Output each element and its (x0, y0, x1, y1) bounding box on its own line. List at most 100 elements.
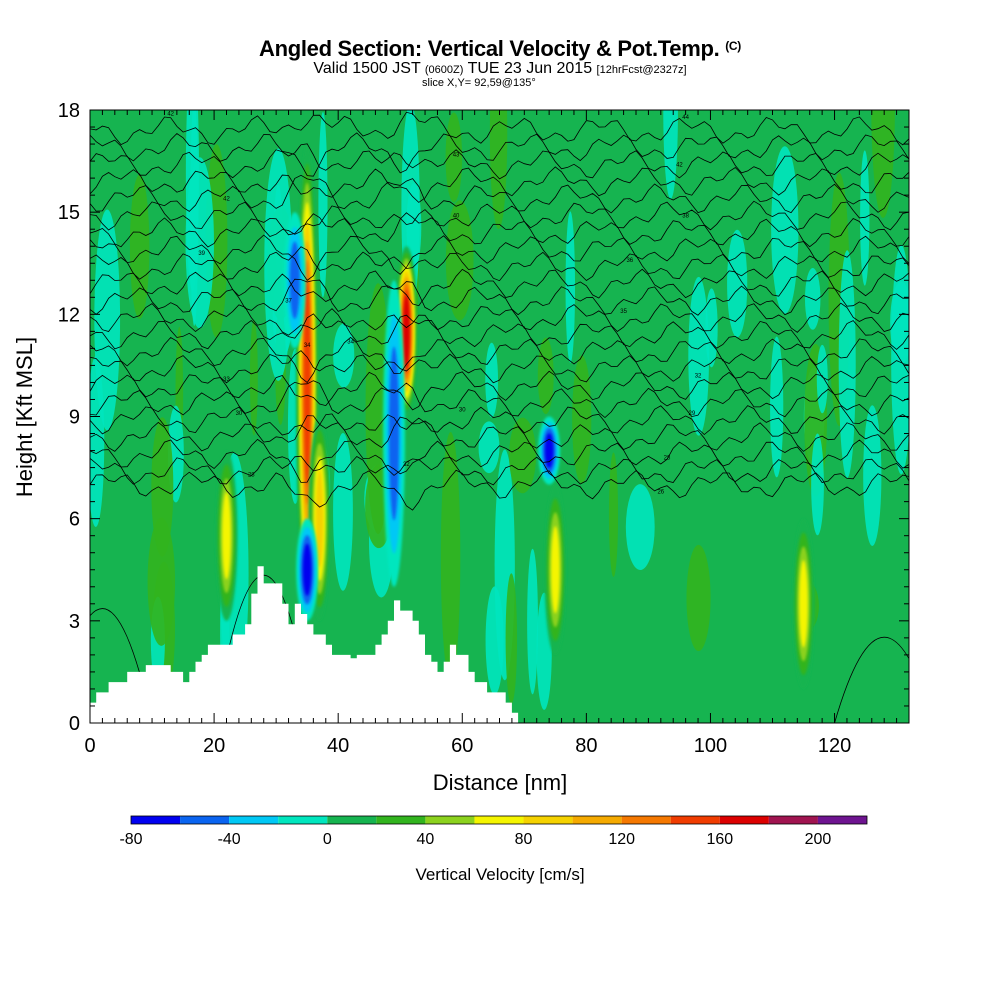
colorbar-tick-label: 40 (417, 831, 435, 848)
terrain-mask (90, 566, 909, 723)
colorbar-title: Vertical Velocity [cm/s] (415, 865, 584, 884)
colorbar-bin (278, 816, 328, 824)
weak-motion-streak (863, 405, 882, 546)
weak-motion-streak (318, 111, 328, 298)
chart-subtitle: Valid 1500 JST (0600Z) TUE 23 Jun 2015 [… (0, 60, 1000, 78)
updraft-core (799, 560, 808, 648)
colorbar-bin (425, 816, 475, 824)
colorbar-bin (229, 816, 279, 824)
theta-isentrope (90, 200, 909, 236)
colorbar-bin (376, 816, 426, 824)
weak-motion-streak (406, 183, 422, 271)
theta-isentrope (90, 350, 909, 384)
colorbar-bin (768, 816, 818, 824)
theta-isentrope (90, 174, 909, 214)
weak-motion-streak (445, 200, 474, 321)
contour-label: 37 (285, 299, 292, 305)
updraft-core (551, 526, 560, 614)
weak-motion-streak (485, 342, 499, 418)
theta-contours: 42 44 43 42 42 40 39 38 36 37 35 34 34 33 32 30 30 29 28 28… (90, 111, 909, 723)
downdraft-core (544, 433, 554, 469)
y-tick-label: 9 (69, 407, 80, 429)
x-tick-label: 60 (451, 735, 473, 757)
downdraft-core (302, 543, 312, 596)
weak-motion-streak (838, 250, 856, 478)
weak-motion-streak (811, 433, 824, 536)
contour-label: 29 (688, 411, 695, 417)
colorbar-frame (130, 815, 868, 825)
contour-label: 35 (620, 309, 627, 315)
weak-motion-streak (478, 421, 500, 474)
x-axis-title: Distance [nm] (433, 770, 568, 795)
theta-isentrope (90, 246, 909, 282)
y-tick-label: 15 (58, 202, 80, 224)
colorbar-tick-label: -80 (119, 831, 142, 848)
updraft-core (222, 492, 231, 580)
weak-motion-streak (625, 484, 655, 570)
weak-motion-streak (537, 337, 554, 414)
colorbar-tick-label: -40 (218, 831, 241, 848)
weak-motion-streak (860, 150, 870, 286)
contour-label: 42 (223, 197, 230, 203)
valid-zulu: (0600Z) (424, 64, 464, 76)
weak-motion-streak (816, 344, 828, 414)
y-axis-title: Height [Kft MSL] (12, 337, 37, 497)
colorbar-tick-label: 80 (515, 831, 533, 848)
weak-motion-streak (94, 209, 121, 431)
colorbar-bin (327, 816, 377, 824)
weak-motion-streak (147, 517, 176, 646)
weak-motion-streak (686, 544, 711, 652)
weak-motion-streak (333, 433, 353, 591)
colorbar-bin (523, 816, 573, 824)
contour-label: 30 (459, 408, 466, 414)
valid-date: TUE 23 Jun 2015 (467, 60, 593, 77)
chart-title-mark: (C) (725, 39, 741, 53)
weak-motion-streak (890, 281, 909, 364)
weak-motion-streak (505, 573, 518, 704)
theta-isentrope (90, 111, 909, 146)
terrain-profile (90, 566, 909, 723)
contour-label: 38 (682, 214, 689, 220)
updraft-core (315, 469, 324, 568)
theta-isentrope (90, 302, 909, 336)
downdraft-core (289, 241, 300, 319)
theta-isentrope (90, 438, 909, 483)
colorbar-tick-label: 120 (608, 831, 635, 848)
x-tick-label: 100 (694, 735, 727, 757)
weak-motion-streak (871, 110, 895, 218)
weak-motion-streak (489, 110, 508, 230)
contour-label: 32 (695, 374, 702, 380)
contour-label: 28 (248, 472, 255, 478)
colorbar-tick-label: 200 (805, 831, 832, 848)
theta-isentrope (90, 143, 909, 180)
contour-label: 40 (453, 214, 460, 220)
contour-label: 42 (167, 111, 174, 117)
contour-label: 39 (198, 251, 205, 257)
weak-motion-streak (249, 320, 258, 436)
weak-motion-streak (333, 323, 355, 388)
contour-label: 42 (676, 162, 683, 168)
colorbar: -80 -40 0 40 80 120 160 200 (119, 815, 868, 848)
x-tick-label: 0 (84, 735, 95, 757)
y-tick-label: 3 (69, 611, 80, 633)
updraft-core (403, 295, 410, 368)
contour-label: 43 (453, 152, 460, 158)
theta-isentrope (90, 608, 153, 723)
weak-motion-streak (485, 586, 504, 695)
contour-label: 33 (223, 377, 230, 383)
contour-label: 44 (682, 115, 689, 121)
y-tick-label: 12 (58, 304, 80, 326)
weak-motion-streak (151, 417, 174, 557)
theta-isentrope (90, 380, 909, 419)
theta-isentrope (90, 132, 909, 177)
x-tick-label: 40 (327, 735, 349, 757)
theta-isentrope (90, 212, 909, 248)
colorbar-bin (670, 816, 720, 824)
forecast-tag: [12hrFcst@2327z] (596, 64, 687, 76)
contour-label: 34 (347, 340, 354, 346)
x-tick-label: 120 (818, 735, 851, 757)
x-axis: 0 20 40 60 80 100 120 (84, 110, 898, 757)
weak-motion-streak (509, 417, 537, 494)
